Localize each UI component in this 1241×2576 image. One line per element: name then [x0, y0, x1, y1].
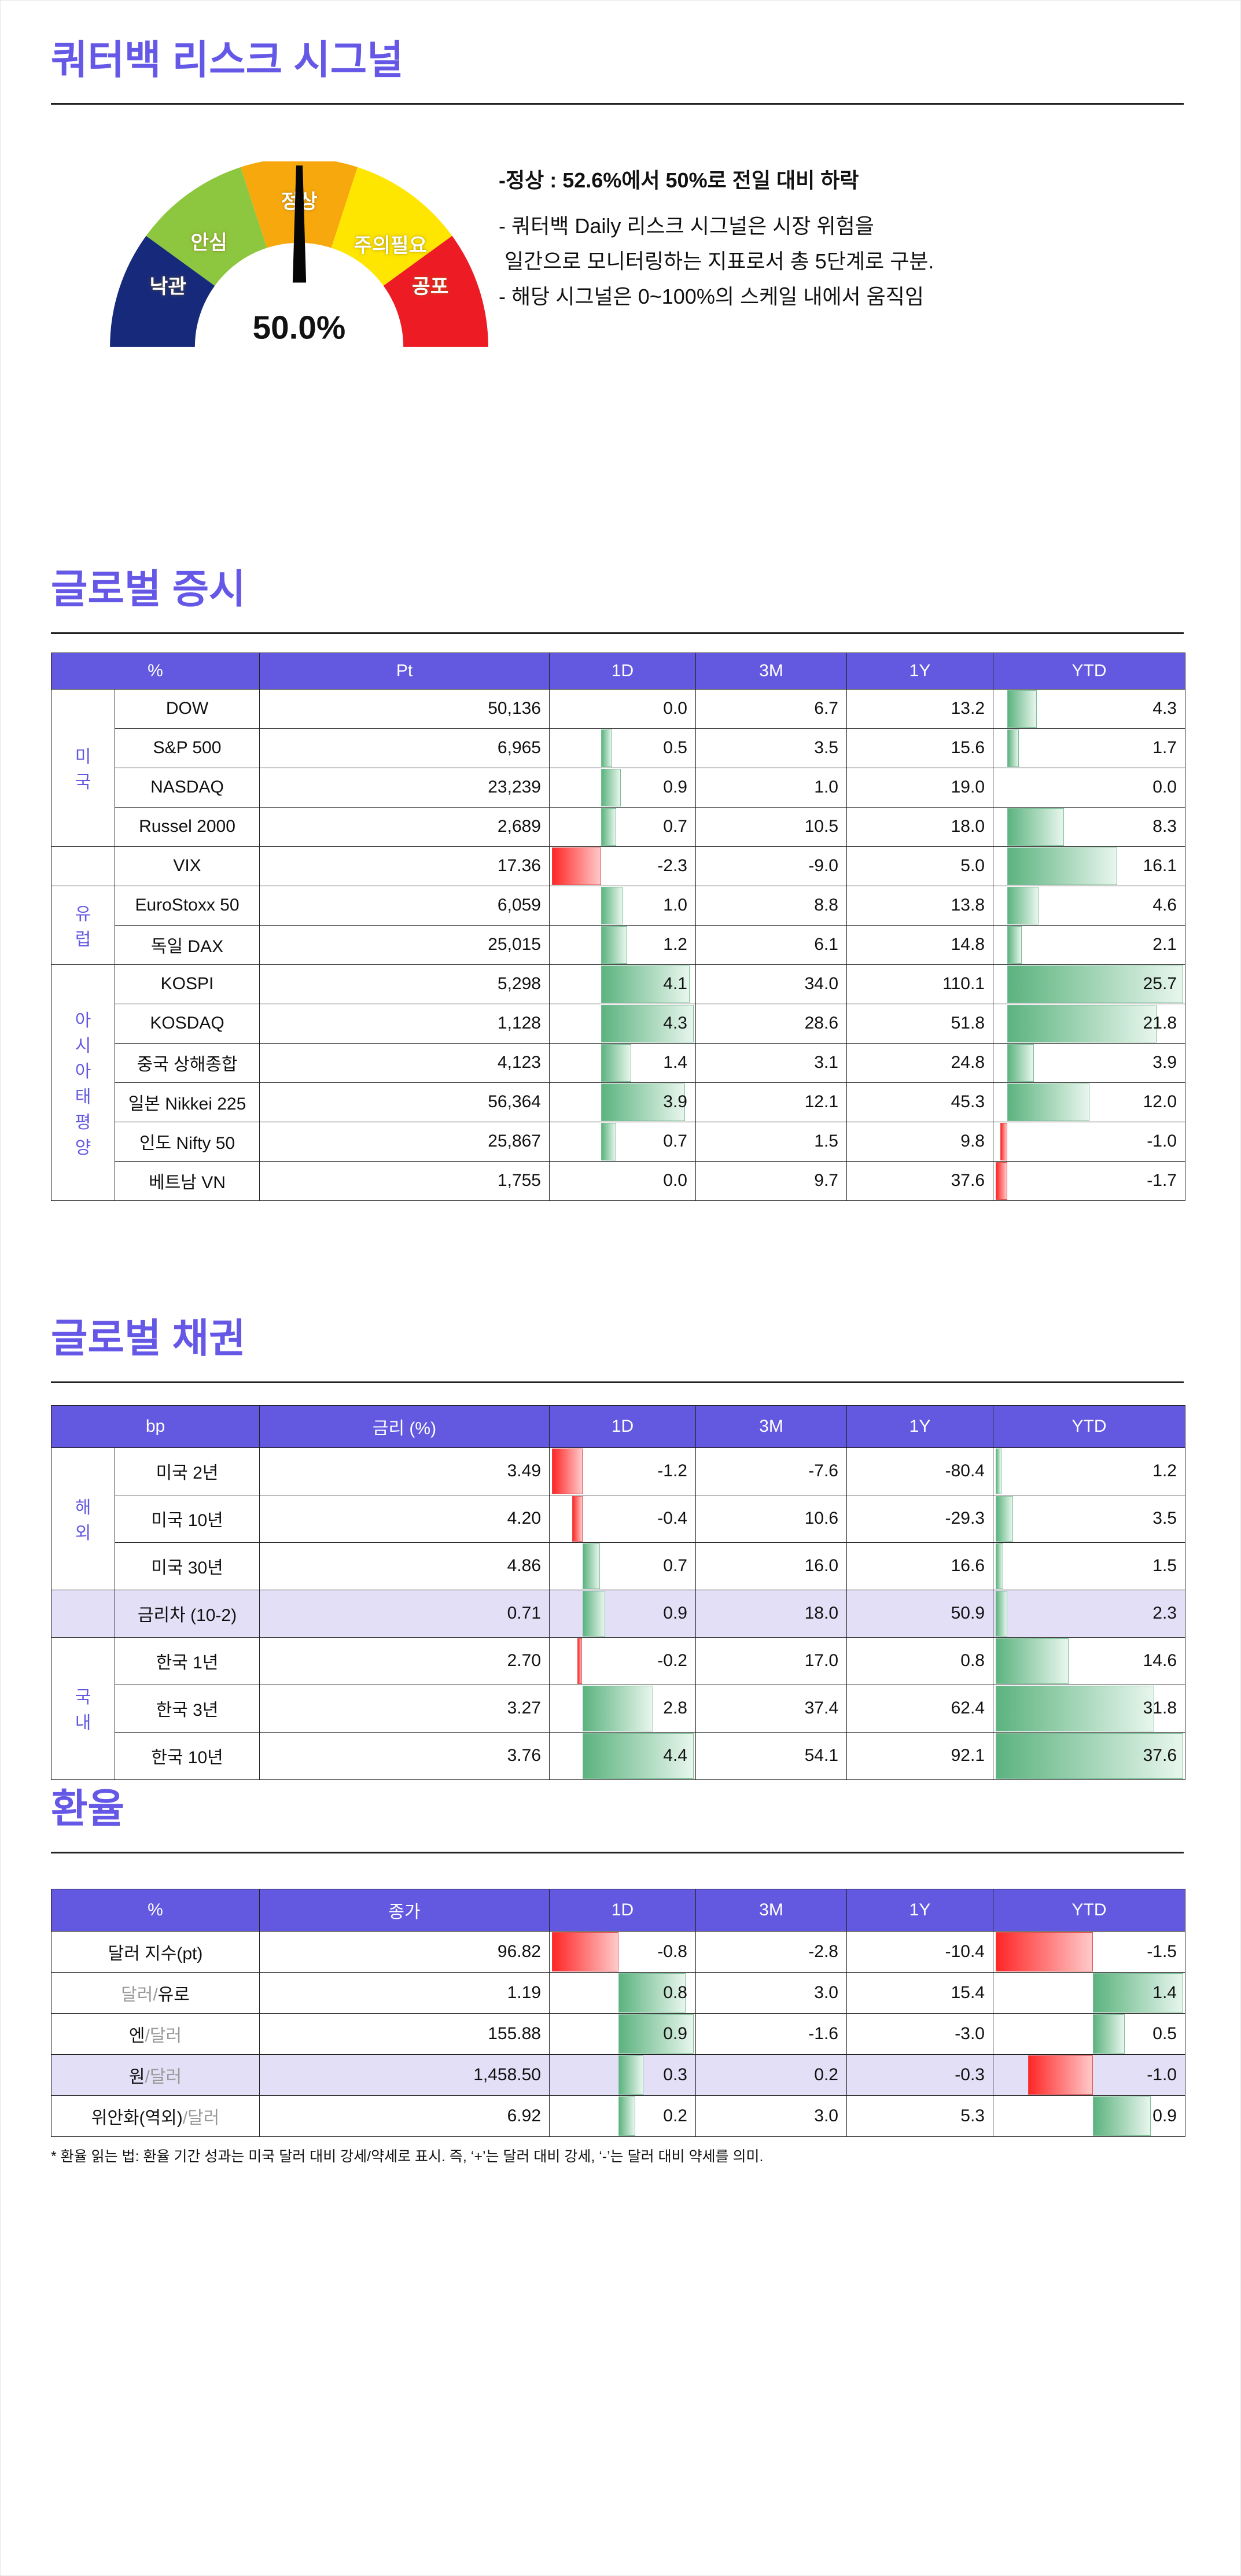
svg-text:안심: 안심	[190, 232, 227, 254]
svg-text:주의필요: 주의필요	[354, 235, 428, 257]
svg-text:낙관: 낙관	[150, 276, 186, 298]
svg-text:50.0%: 50.0%	[253, 310, 346, 347]
svg-text:공포: 공포	[412, 276, 448, 298]
